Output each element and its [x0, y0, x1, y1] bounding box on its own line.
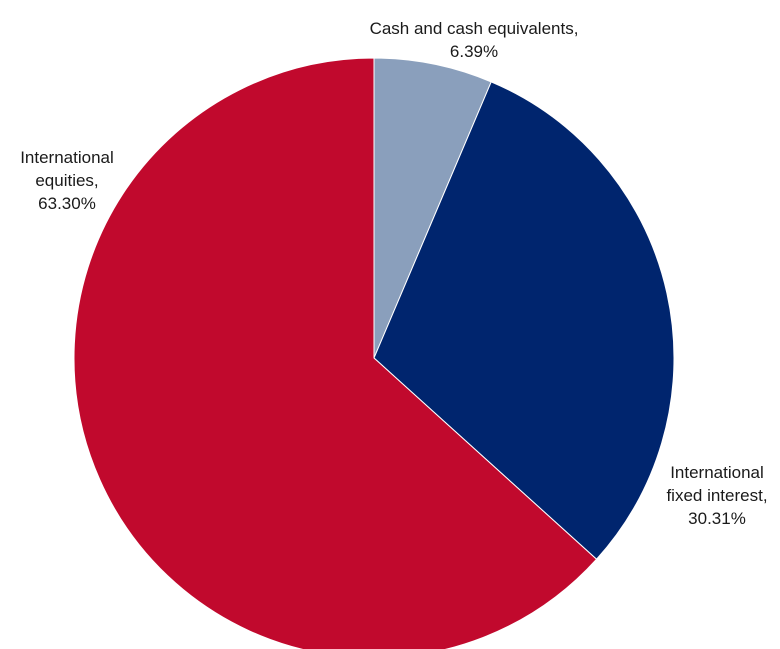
slice-label-line: 30.31%	[688, 509, 746, 528]
slice-label-international-fixed-interest: International fixed interest, 30.31%	[666, 463, 767, 528]
slice-label-line: 6.39%	[450, 42, 498, 61]
slice-label-cash-and-cash-equivalents: Cash and cash equivalents, 6.39%	[370, 19, 579, 61]
slice-labels: Cash and cash equivalents, 6.39% Internati…	[20, 19, 767, 528]
slice-label-line: 63.30%	[38, 194, 96, 213]
slice-label-line: fixed interest,	[666, 486, 767, 505]
pie-slice-cash-and-cash-equivalents	[373, 57, 492, 359]
slice-label-line: International	[20, 148, 114, 167]
slice-label-line: Cash and cash equivalents,	[370, 19, 579, 38]
slice-label-line: equities,	[35, 171, 98, 190]
slice-label-international-equities: International equities, 63.30%	[20, 148, 114, 213]
pie-slice-international-fixed-interest	[373, 81, 675, 560]
pie-slice-international-equities	[73, 57, 598, 649]
slice-label-line: International	[670, 463, 764, 482]
pie-slices	[73, 57, 675, 649]
